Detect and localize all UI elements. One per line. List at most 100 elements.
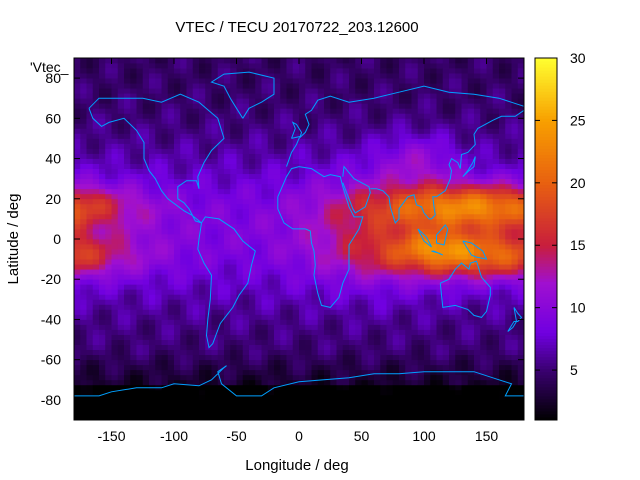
- heatmap-cell: [474, 274, 481, 280]
- heatmap-cell: [480, 244, 487, 250]
- heatmap-cell: [155, 269, 162, 275]
- heatmap-cell: [336, 254, 344, 260]
- heatmap-cell: [180, 128, 187, 134]
- heatmap-cell: [167, 63, 175, 69]
- heatmap-cell: [411, 73, 419, 79]
- heatmap-cell: [305, 379, 312, 386]
- heatmap-cell: [105, 93, 112, 99]
- heatmap-cell: [255, 68, 262, 74]
- heatmap-cell: [280, 203, 287, 210]
- heatmap-cell: [449, 198, 456, 205]
- heatmap-cell: [292, 404, 300, 411]
- heatmap-cell: [142, 404, 150, 411]
- heatmap-cell: [461, 158, 469, 164]
- heatmap-cell: [336, 153, 344, 159]
- heatmap-cell: [117, 183, 125, 190]
- heatmap-cell: [124, 399, 131, 406]
- heatmap-cell: [205, 78, 212, 84]
- heatmap-cell: [255, 249, 262, 255]
- heatmap-cell: [261, 404, 269, 411]
- heatmap-cell: [336, 299, 344, 305]
- heatmap-cell: [430, 389, 437, 396]
- heatmap-cell: [442, 58, 450, 64]
- heatmap-cell: [430, 218, 437, 225]
- heatmap-cell: [192, 168, 200, 175]
- heatmap-cell: [255, 233, 262, 240]
- heatmap-cell: [74, 168, 81, 175]
- heatmap-cell: [174, 239, 181, 245]
- heatmap-cell: [142, 163, 150, 170]
- heatmap-cell: [199, 329, 206, 335]
- heatmap-cell: [367, 309, 375, 315]
- heatmap-cell: [286, 93, 294, 99]
- heatmap-cell: [305, 133, 312, 139]
- heatmap-cell: [149, 244, 156, 250]
- heatmap-cell: [99, 218, 106, 225]
- heatmap-cell: [99, 254, 106, 260]
- heatmap-cell: [74, 399, 81, 406]
- heatmap-cell: [286, 123, 294, 129]
- heatmap-cell: [342, 339, 350, 345]
- heatmap-cell: [236, 319, 244, 325]
- heatmap-cell: [105, 264, 112, 270]
- heatmap-cell: [399, 193, 406, 200]
- heatmap-cell: [380, 168, 387, 175]
- heatmap-cell: [486, 113, 494, 119]
- heatmap-cell: [480, 254, 487, 260]
- heatmap-cell: [386, 299, 394, 305]
- heatmap-cell: [161, 108, 169, 114]
- heatmap-cell: [349, 208, 356, 215]
- heatmap-cell: [330, 249, 337, 255]
- heatmap-cell: [399, 244, 406, 250]
- heatmap-cell: [361, 138, 369, 144]
- heatmap-cell: [174, 88, 181, 94]
- heatmap-cell: [299, 409, 306, 416]
- heatmap-cell: [305, 228, 312, 235]
- heatmap-cell: [367, 359, 375, 366]
- heatmap-cell: [342, 183, 350, 190]
- heatmap-cell: [261, 294, 269, 300]
- heatmap-cell: [124, 279, 131, 285]
- heatmap-cell: [92, 103, 100, 109]
- heatmap-cell: [205, 299, 212, 305]
- heatmap-cell: [461, 213, 469, 220]
- heatmap-cell: [374, 113, 381, 119]
- heatmap-cell: [492, 364, 500, 371]
- heatmap-cell: [80, 374, 87, 381]
- heatmap-cell: [142, 63, 150, 69]
- heatmap-cell: [136, 128, 144, 134]
- heatmap-cell: [230, 198, 237, 205]
- heatmap-cell: [130, 133, 137, 139]
- heatmap-cell: [230, 73, 237, 79]
- heatmap-cell: [80, 233, 87, 240]
- heatmap-cell: [417, 364, 425, 371]
- heatmap-cell: [186, 143, 194, 149]
- heatmap-cell: [317, 404, 325, 411]
- heatmap-cell: [99, 329, 106, 335]
- heatmap-cell: [449, 239, 456, 245]
- heatmap-cell: [74, 359, 81, 366]
- heatmap-cell: [92, 329, 100, 335]
- heatmap-cell: [461, 279, 469, 285]
- heatmap-cell: [249, 349, 256, 356]
- heatmap-cell: [136, 339, 144, 345]
- heatmap-cell: [405, 264, 412, 270]
- heatmap-cell: [336, 289, 344, 295]
- heatmap-cell: [449, 118, 456, 124]
- heatmap-cell: [480, 359, 487, 366]
- heatmap-cell: [161, 143, 169, 149]
- heatmap-cell: [299, 344, 306, 351]
- heatmap-cell: [124, 68, 131, 74]
- heatmap-cell: [324, 133, 331, 139]
- heatmap-cell: [317, 244, 325, 250]
- heatmap-cell: [242, 359, 250, 366]
- heatmap-cell: [374, 158, 381, 164]
- heatmap-cell: [180, 369, 187, 376]
- heatmap-cell: [480, 304, 487, 310]
- heatmap-cell: [199, 324, 206, 330]
- heatmap-cell: [492, 354, 500, 361]
- heatmap-cell: [386, 359, 394, 366]
- heatmap-cell: [330, 404, 337, 411]
- heatmap-cell: [349, 218, 356, 225]
- heatmap-cell: [392, 259, 400, 265]
